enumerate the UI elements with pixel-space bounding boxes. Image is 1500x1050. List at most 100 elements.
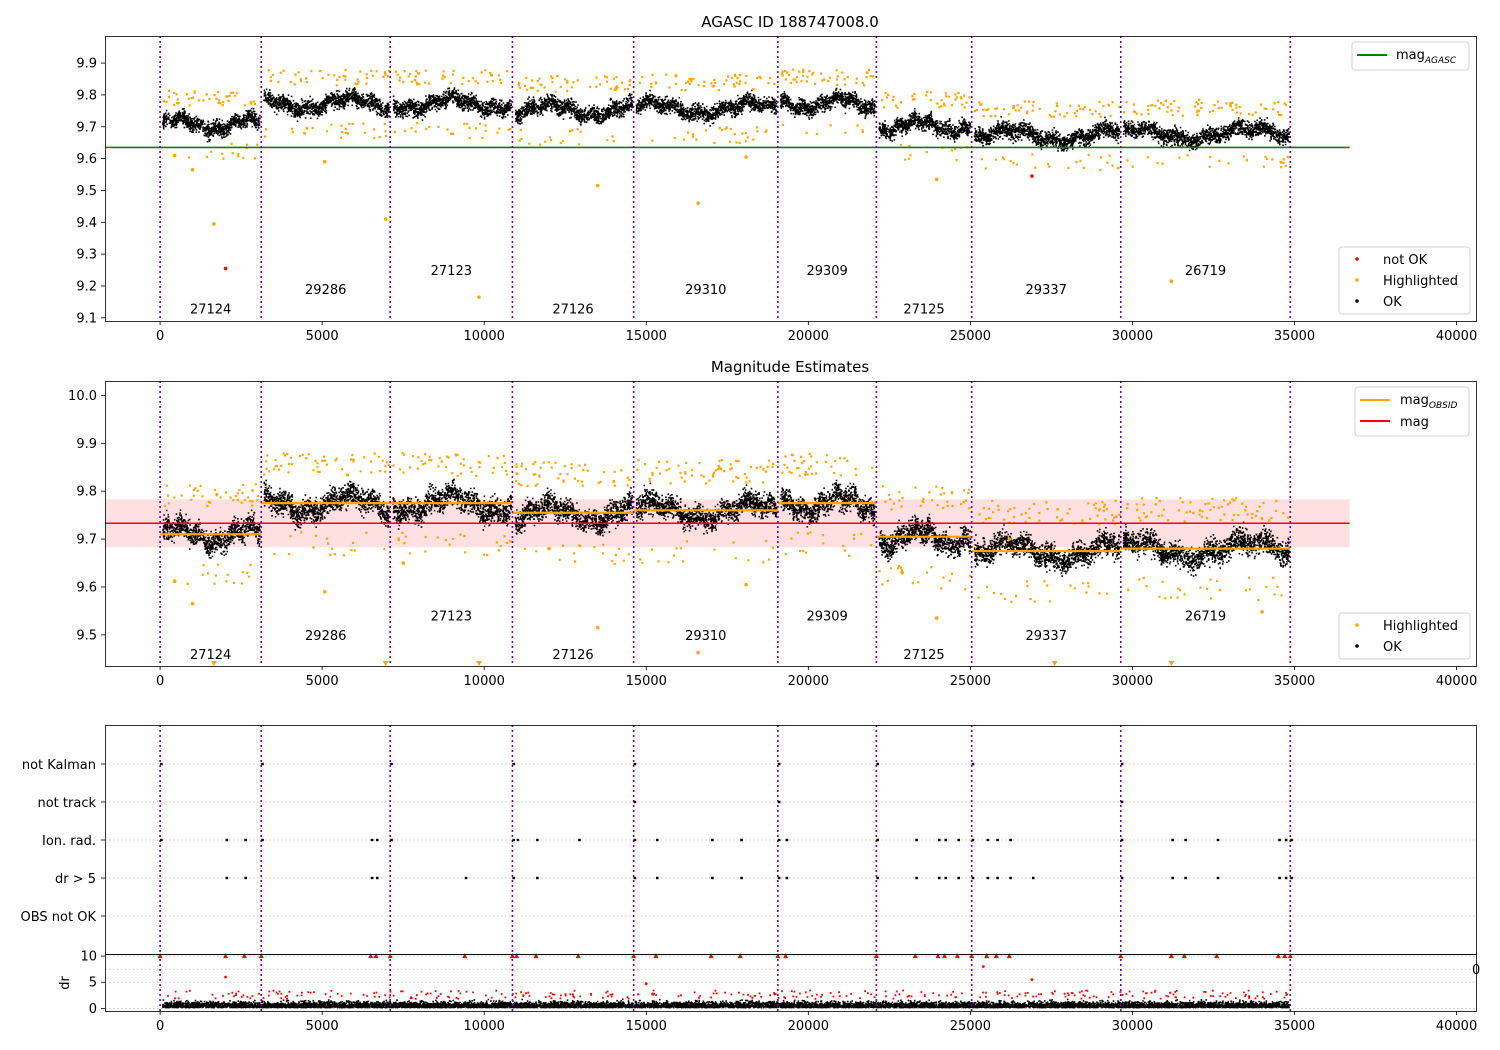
p4-dr-clipped-24 [984,953,990,959]
p4-dr-clipped-17 [783,953,789,959]
p1-highlighted-outlier-2 [212,222,216,226]
p1-highlighted-outlier-8 [744,155,748,159]
p2-axes-frame [105,381,1477,667]
p4-dr-clipped-0 [157,953,163,959]
p4-ylabel: dr [58,976,73,990]
p1-obsid-label-8: 26719 [1185,264,1226,279]
p1-obsid-label-4: 29310 [685,283,726,298]
p3-flag-mark-3-23 [1120,876,1124,880]
p4-dr-cloud [162,989,1290,1009]
p3-flag-mark-2-13 [711,838,714,842]
p2-xtick-label-25000: 25000 [950,674,991,689]
p1-axes-frame [105,36,1477,322]
dr-panel: 0 5000 10000 15000 20000 25000 30000 35000 40000… [58,950,1480,1034]
p4-dr-outliers [157,953,1293,986]
p3-flag-mark-2-14 [740,838,743,842]
p1-obsid-label-2: 27123 [431,264,472,279]
p4-xtick-label-35000: 35000 [1274,1019,1315,1034]
p2-highlighted-outlier-3 [401,561,405,565]
p1-obsid-label-7: 29337 [1026,283,1067,298]
p4-dr-clipped-33 [1287,953,1293,959]
p2-xtick-label-30000: 30000 [1112,674,1153,689]
p3-flag-mark-0-3 [512,762,516,766]
p4-dr-clipped-29 [1181,953,1187,959]
p1-obsid-label-1: 29286 [305,283,346,298]
p1-legend-upper-box [1351,41,1470,71]
p2-highlighted-outlier-8 [900,570,905,575]
p2-legend-ok-marker [1355,644,1359,648]
p4-dr-clipped-3 [258,953,264,959]
p1-xtick-label-5000: 5000 [306,329,339,344]
p1-ytick-label-4: 9.5 [76,184,97,199]
p3-flag-mark-2-31 [1284,838,1288,842]
p4-dr-clipped-31 [1275,953,1281,959]
p2-obsid-label-8: 26719 [1185,610,1226,625]
p1-legend-notok-marker [1355,257,1359,261]
p2-highlighted-outlier-0 [172,579,177,584]
p2-xtick-label-5000: 5000 [306,674,339,689]
p4-dr-clipped-2 [241,953,247,959]
p2-legend-highlighted-label: Highlighted [1383,619,1458,634]
p4-dr-clipped-23 [969,953,975,959]
p1-legend-highlighted-label: Highlighted [1383,274,1458,289]
p2-highlighted-outlier-7 [744,582,748,587]
p2-clipped-marker-1 [382,661,389,666]
p1-highlighted-outlier-1 [190,167,195,172]
agasc-panel: 27124 29286 27123 27126 29310 29309 27125 29337… [76,13,1477,344]
p1-notok-point-1 [1030,174,1034,178]
p1-xtick-label-20000: 20000 [788,329,829,344]
p1-notok-point-0 [223,266,228,271]
p4-overflow-tick-label: 0 [1472,963,1480,978]
p2-ytick-label-5: 10.0 [68,389,97,404]
p4-dr-clipped-32 [1282,953,1288,959]
p2-obsid-label-6: 27125 [903,648,944,663]
p2-obsid-label-0: 27124 [190,648,231,663]
p3-row-label-4: OBS not OK [21,910,97,925]
p2-legend-ok-label: OK [1383,640,1402,655]
p3-flag-mark-2-15 [777,838,781,842]
p2-ytick-label-3: 9.8 [76,485,97,500]
p3-flag-mark-3-22 [1031,876,1035,880]
p1-highlighted-outlier-9 [934,177,939,182]
p3-flag-mark-3-18 [971,876,975,880]
p2-highlighted-outlier-11 [1260,610,1264,614]
p2-highlighted-outlier-6 [696,650,700,655]
p3-flag-mark-2-9 [536,838,539,842]
p4-dr-clipped-20 [935,953,941,959]
p4-xtick-label-5000: 5000 [306,1019,339,1034]
p3-flag-mark-2-1 [225,838,229,842]
p4-xtick-label-20000: 20000 [788,1019,829,1034]
p4-xtick-label-0: 0 [156,1019,164,1034]
p3-flag-mark-0-2 [390,762,393,766]
p3-flag-mark-2-2 [244,838,247,842]
p2-legend-upper: magOBSID mag [1354,386,1470,437]
p3-flag-mark-3-6 [536,876,539,880]
p3-flag-mark-0-1 [261,762,264,766]
p2-ytick-label-4: 9.9 [76,437,97,452]
p4-dr-clipped-21 [941,953,947,959]
p1-highlighted-points [162,68,1289,299]
p2-clipped-marker-4 [1168,661,1175,666]
p3-flag-mark-3-15 [937,876,941,880]
p2-obsid-label-2: 27123 [431,610,472,625]
p4-xtick-label-40000: 40000 [1436,1019,1477,1034]
p4-xtick-label-15000: 15000 [626,1019,667,1034]
p4-dr-outlier-2 [1030,978,1034,982]
p1-obsid-label-3: 27126 [552,302,593,317]
p1-legend-ok-label: OK [1383,295,1402,310]
p2-highlighted-outlier-9 [934,616,939,620]
p4-dr-clipped-18 [873,953,879,959]
flags-panel: not Kalman not track Ion. rad. dr > 5 OBS no… [21,725,1477,955]
p3-flag-mark-3-24 [1171,876,1174,880]
p3-flag-mark-2-32 [1290,838,1293,842]
p2-xtick-label-10000: 10000 [464,674,505,689]
p1-highlighted-outlier-6 [595,183,600,188]
p3-flag-mark-2-19 [937,838,941,842]
p1-legend-lower: not OK Highlighted OK [1338,246,1471,315]
p4-dr-clipped-30 [1214,953,1220,959]
p4-dr-clipped-28 [1168,953,1174,959]
p2-highlighted-outlier-4 [547,546,551,551]
p4-dr-clipped-22 [954,953,960,959]
p3-flag-mark-3-10 [740,876,743,880]
